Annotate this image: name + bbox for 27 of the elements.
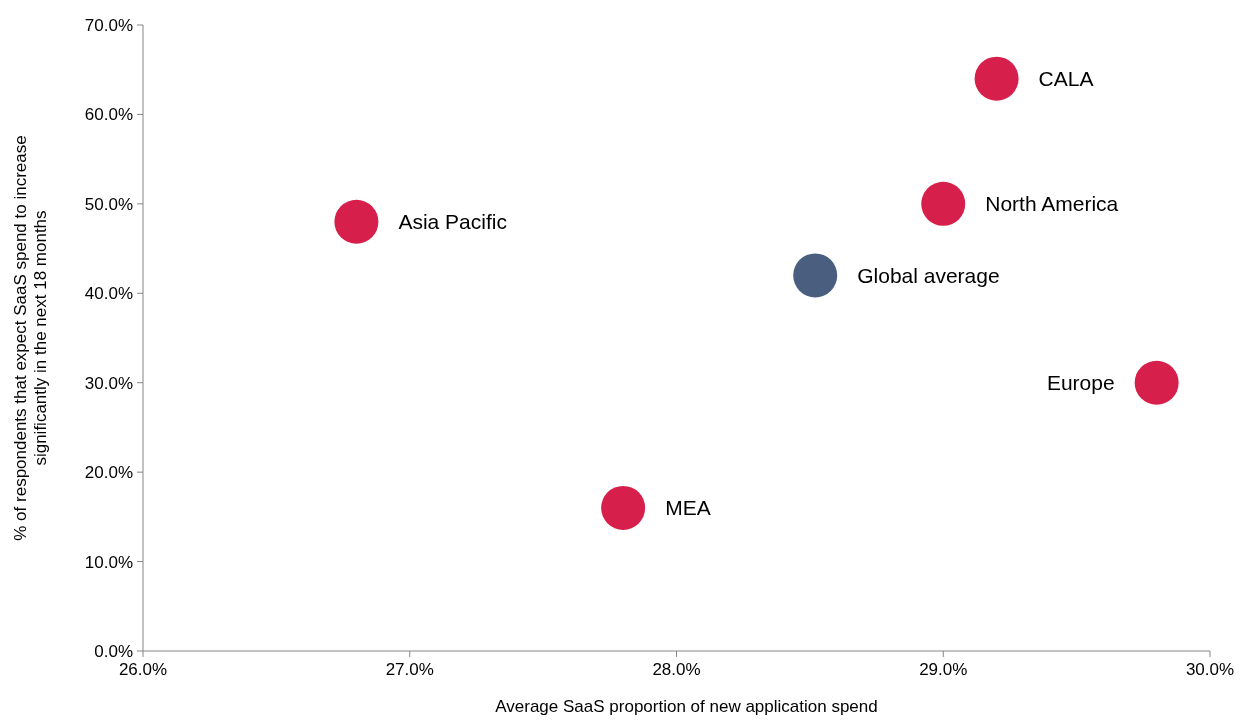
y-tick-label: 70.0% bbox=[84, 15, 133, 35]
y-tick-label: 20.0% bbox=[84, 463, 133, 483]
point bbox=[793, 253, 838, 298]
x-tick-label: 27.0% bbox=[385, 660, 434, 679]
point bbox=[921, 181, 966, 226]
y-tick-label: 40.0% bbox=[84, 284, 133, 304]
point bbox=[601, 485, 646, 530]
point bbox=[1134, 360, 1179, 405]
y-axis-title: % of respondents that expect SaaS spend to increase significantly in the next 18 months bbox=[11, 135, 50, 541]
point bbox=[334, 199, 379, 244]
y-tick-label: 30.0% bbox=[84, 373, 133, 393]
y-tick-label: 0.0% bbox=[94, 641, 133, 661]
x-tick-label: 30.0% bbox=[1185, 660, 1235, 679]
annotation: Europe bbox=[1046, 371, 1115, 395]
x-axis-title: Average SaaS proportion of new application spend bbox=[495, 697, 878, 716]
annotation: North America bbox=[985, 192, 1119, 216]
annotation: CALA bbox=[1038, 67, 1094, 91]
y-tick-label: 60.0% bbox=[84, 105, 133, 125]
annotation: Asia Pacific bbox=[398, 210, 507, 234]
x-tick-label: 28.0% bbox=[652, 660, 701, 679]
x-tick-label: 29.0% bbox=[919, 660, 968, 679]
x-tick-label: 26.0% bbox=[118, 660, 168, 679]
annotation: MEA bbox=[665, 496, 711, 520]
annotation: Global average bbox=[857, 263, 1000, 287]
y-tick-label: 10.0% bbox=[84, 552, 133, 572]
y-tick-label: 50.0% bbox=[84, 194, 133, 214]
point bbox=[974, 56, 1019, 101]
